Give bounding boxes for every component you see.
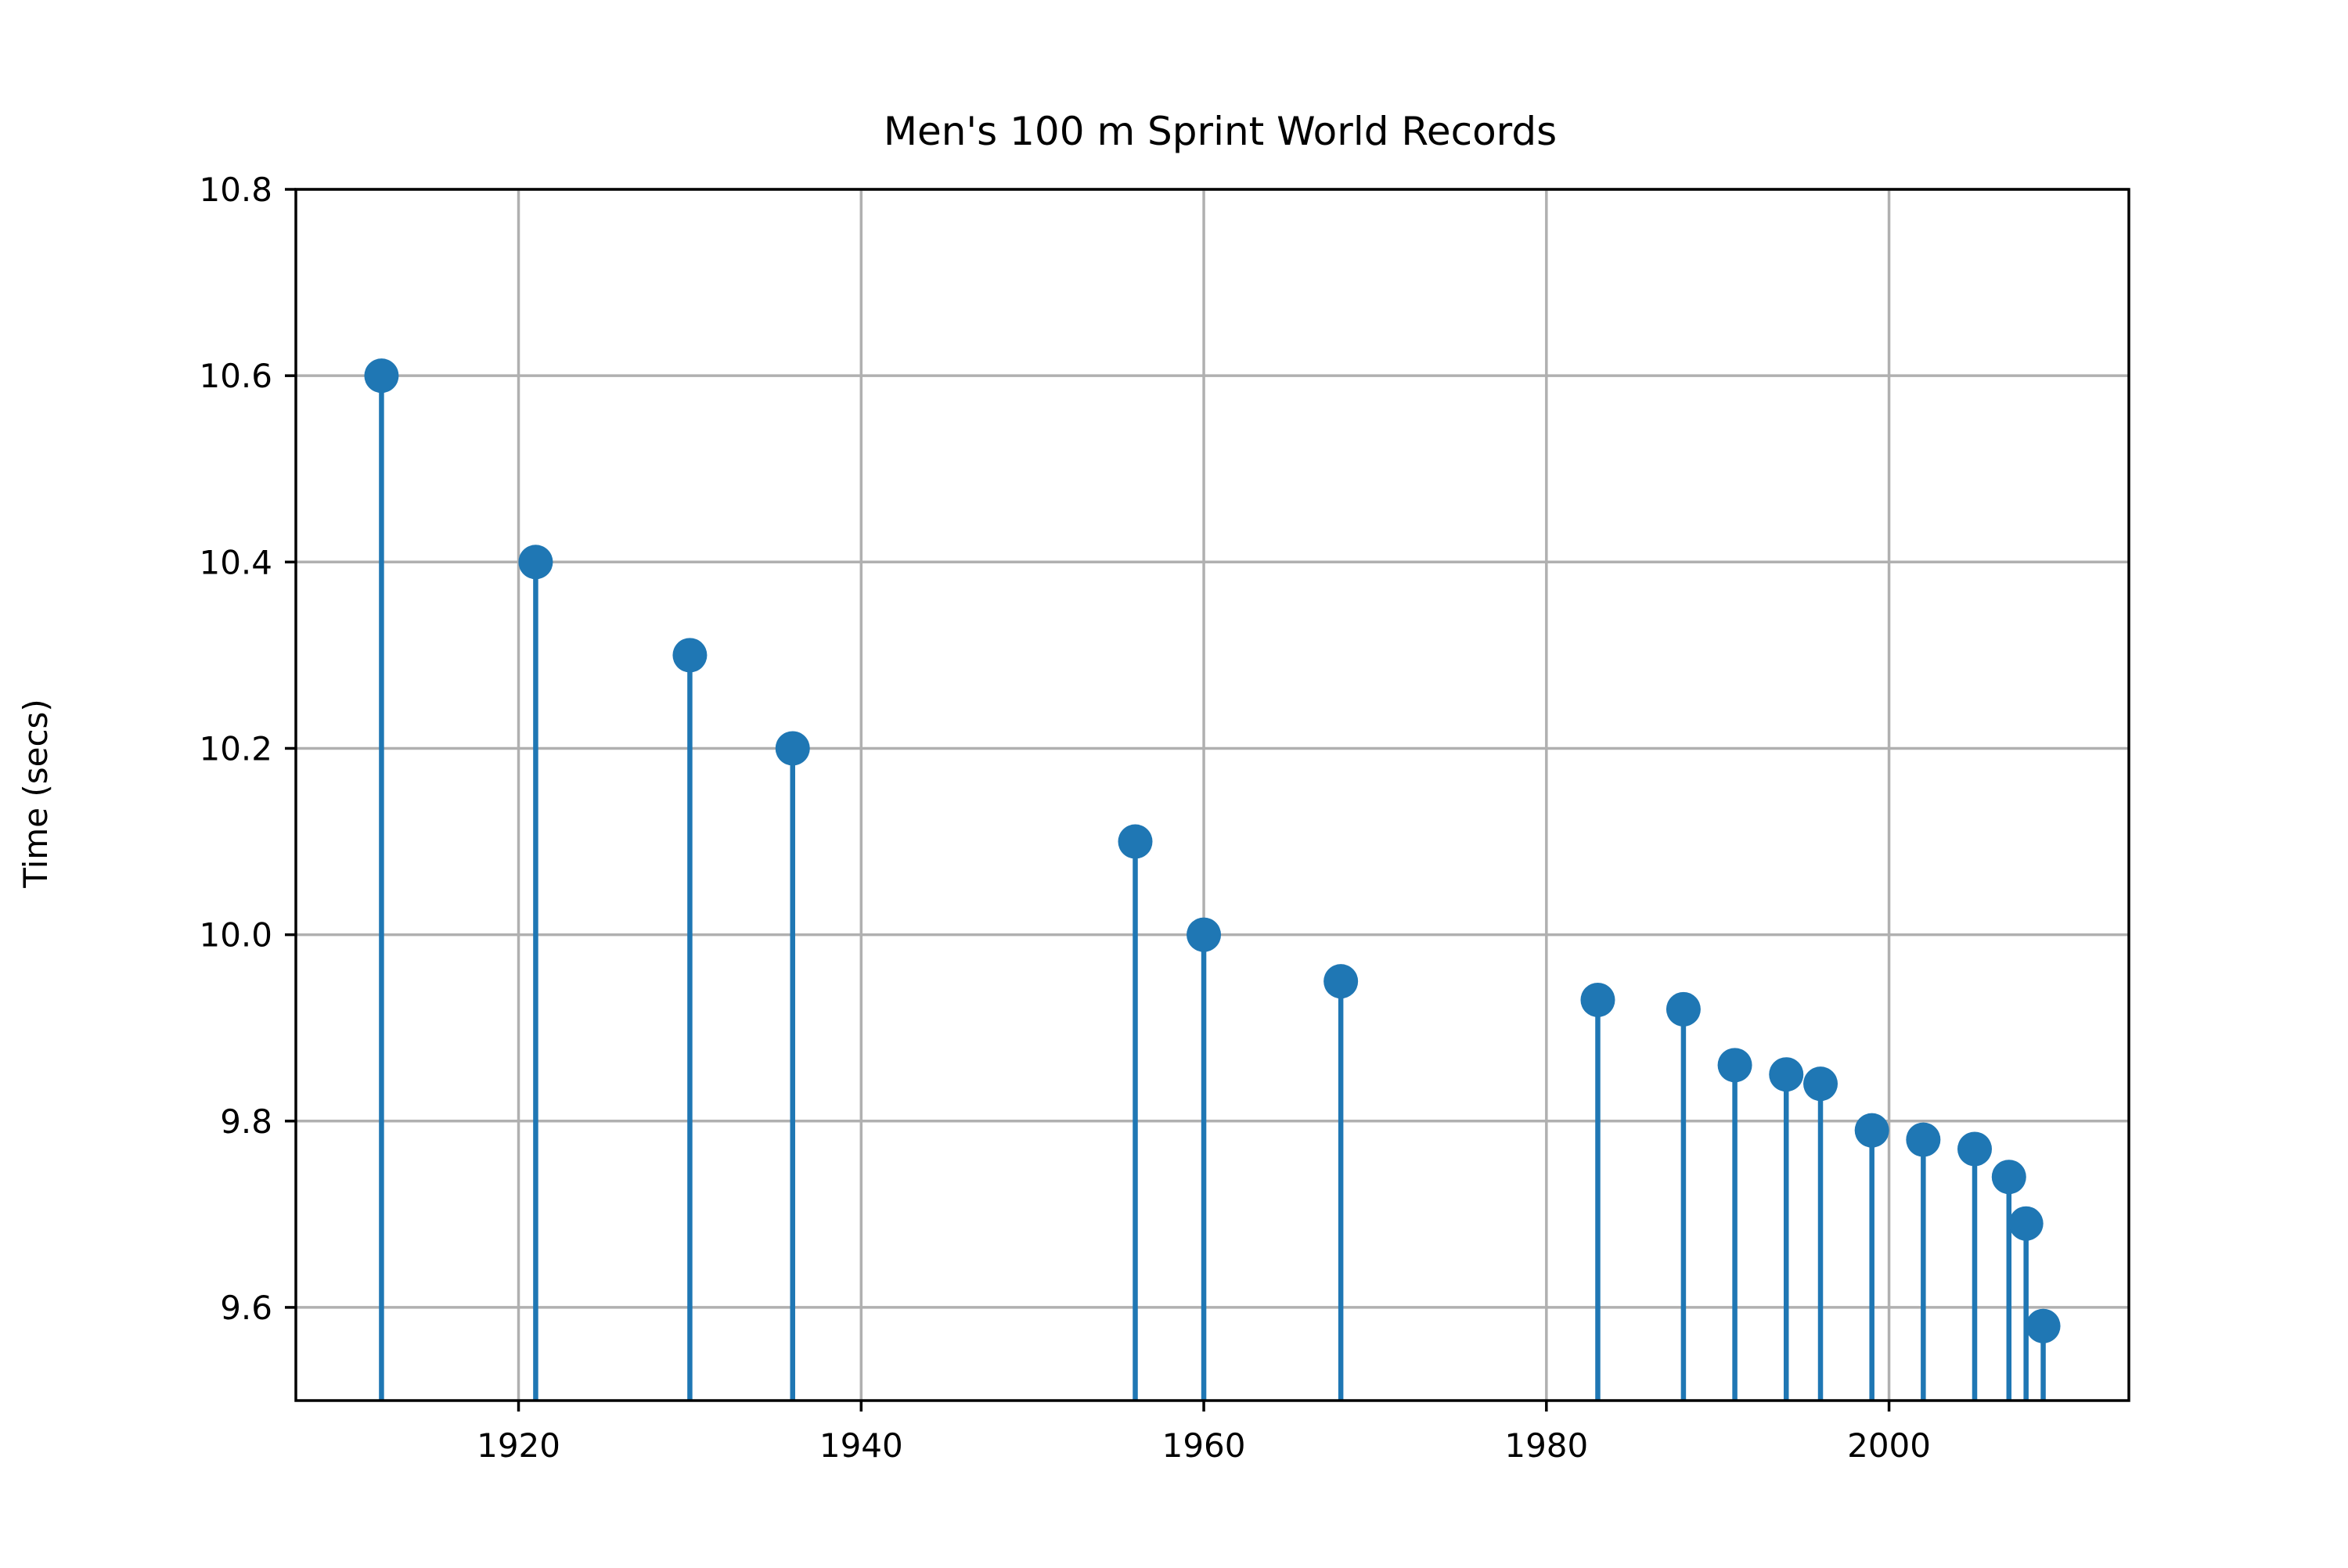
stem-marker [1769, 1057, 1804, 1092]
stem-marker [1803, 1066, 1838, 1102]
stem-marker [1118, 824, 1153, 859]
y-tick-label: 10.8 [199, 171, 272, 209]
stem-marker [2026, 1308, 2061, 1343]
chart-title: Men's 100 m Sprint World Records [884, 109, 1557, 154]
stem-marker [1957, 1131, 1993, 1167]
stem-marker [1580, 982, 1615, 1017]
stem-marker [2008, 1206, 2044, 1241]
axes-layer [294, 188, 2130, 1402]
stem-marker [1991, 1160, 2026, 1195]
y-tick-label: 10.0 [199, 916, 272, 955]
y-tick-label: 9.6 [220, 1289, 272, 1327]
stem-marker [1854, 1113, 1889, 1148]
stem-marker [1717, 1048, 1752, 1083]
y-tick-label: 9.8 [220, 1102, 272, 1141]
stem-marker [1666, 991, 1701, 1027]
x-tick-label: 1920 [477, 1426, 560, 1465]
y-tick-label: 10.2 [199, 729, 272, 768]
stem-layer [364, 358, 2061, 1401]
y-tick-label: 10.6 [199, 357, 272, 395]
x-tick-label: 1980 [1504, 1426, 1588, 1465]
x-tick-label: 1940 [819, 1426, 903, 1465]
x-tick-label: 2000 [1847, 1426, 1931, 1465]
stem-marker [1323, 964, 1359, 999]
stem-marker [775, 731, 810, 766]
x-tick-label: 1960 [1162, 1426, 1246, 1465]
stem-marker [1906, 1122, 1941, 1157]
tick-layer: 1920 1940 1960 1980 2000 9.6 9.8 10.0 10.2 10.4 10… [199, 171, 1931, 1465]
plot-frame [294, 188, 2130, 1402]
stem-marker [518, 545, 553, 580]
y-tick-label: 10.4 [199, 543, 272, 581]
stem-marker [1187, 917, 1222, 952]
y-axis-label: Time (secs) [16, 699, 55, 889]
stem-marker [364, 358, 399, 394]
stem-marker [672, 638, 708, 673]
